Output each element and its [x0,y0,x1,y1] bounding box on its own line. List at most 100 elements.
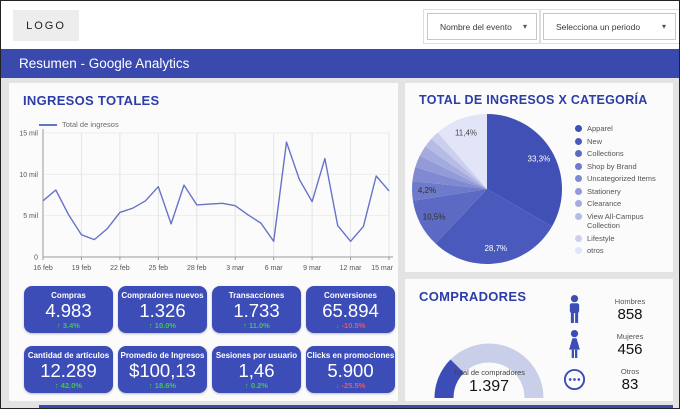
female-icon [568,330,580,358]
kpi-card-clicks-en-promociones: Clicks en promociones 5.900 ↓ -25.5% [306,346,395,393]
x-tick-label: 3 mar [226,265,245,272]
kpi-value: $100,13 [129,360,196,381]
buyer-label: Mujeres [616,331,644,341]
compradores-gauge [434,343,544,399]
kpi-delta: ↑ 42.0% [54,381,83,390]
pie-value-label: 28,7% [484,244,507,253]
chevron-down-icon: ▾ [522,22,527,31]
pie-slice-apparel [487,114,562,227]
kpi-delta: ↑ 3.4% [57,321,80,330]
period-select-value: Selecciona un periodo [556,21,641,32]
x-tick-label: 28 feb [187,265,207,272]
ellipsis-circle-icon [563,368,585,391]
pie-value-label: 33,3% [528,154,551,163]
pie-legend-item-shop-by-brand: Shop by Brand [575,162,671,171]
pie-legend-item-view-all-campus-collection: View All-Campus Collection [575,212,671,231]
top-bar: LOGO Nombre del evento ▾ Selecciona un p… [1,1,679,49]
gauge-value: 1.397 [468,378,510,395]
event-name-select[interactable]: Nombre del evento ▾ [423,9,541,44]
kpi-card-promedio-de-ingresos: Promedio de Ingresos $100,13 ↑ 18.6% [118,346,207,393]
chevron-down-icon: ▾ [661,22,666,31]
legend-swatch-icon [575,175,582,183]
gauge-fill [434,359,465,399]
kpi-value: 5.900 [327,360,374,381]
y-tick-label: 5 mil [23,213,38,220]
kpi-card-compradores-nuevos: Compradores nuevos 1.326 ↑ 10.0% [118,286,207,333]
kpi-delta: ↓ -10.5% [335,321,366,330]
buyer-value: 858 [617,305,643,323]
compradores-panel: COMPRADORES Total de compradores 1.397 H… [405,279,673,401]
pie-legend-item-uncategorized-items: Uncategorized Items [575,174,671,183]
pie-slice-collections [412,189,487,244]
x-tick-label: 12 mar [340,265,362,272]
legend-swatch-icon [575,150,582,158]
legend-label: Stationery [587,186,621,196]
line-legend-swatch [39,123,57,126]
buyer-label: Hombres [614,296,646,306]
legend-label: Apparel [587,124,613,133]
legend-swatch-icon [575,234,582,242]
pie-slice-stationery [415,155,487,189]
kpi-label: Compradores nuevos [121,291,204,300]
kpi-card-conversiones: Conversiones 65.894 ↓ -10.5% [306,286,395,333]
pie-slice-shop-by-brand [412,181,487,201]
pie-legend-item-apparel: Apparel [575,124,671,133]
kpi-value: 4.983 [45,300,92,321]
event-name-select-value: Nombre del evento [440,21,512,32]
x-tick-label: 16 feb [33,265,53,272]
buyer-label: Otros [620,366,640,376]
compradores-title: COMPRADORES [419,289,527,304]
legend-label: Shop by Brand [587,161,637,171]
pie-slice-view-all-campus-collection [425,138,487,189]
kpi-value: 65.894 [322,300,379,321]
pie-slice-lifestyle [431,132,487,189]
kpi-grid: Compras 4.983 ↑ 3.4% Compradores nuevos 1.32… [24,286,395,393]
legend-label: Uncategorized Items [587,174,656,184]
x-tick-label: 15 mar [371,265,393,272]
legend-label: View All-Campus Collection [587,211,644,231]
pie-legend-item-otros: otros [575,246,671,255]
buyers-list: Hombres 858 Mujeres 456 Otros 83 [553,292,665,397]
buyer-row-otros: Otros 83 [553,362,665,397]
pie-slice-clearance [419,146,487,189]
kpi-label: Compras [51,291,86,300]
kpi-label: Transacciones [228,291,285,300]
x-tick-label: 19 feb [72,265,92,272]
legend-swatch-icon [575,212,582,220]
legend-label: Clearance [587,199,622,209]
legend-label: New [587,136,603,146]
gauge-label: Total de compradores [452,368,526,377]
kpi-label: Clicks en promociones [306,351,395,360]
period-select[interactable]: Selecciona un periodo ▾ [539,9,679,44]
page-title-bar: Resumen - Google Analytics [1,49,679,78]
legend-label: Lifestyle [587,233,615,243]
x-tick-label: 6 mar [265,265,284,272]
pie-legend-item-stationery: Stationery [575,187,671,196]
kpi-card-cantidad-de-art-culos: Cantidad de artículos 12.289 ↑ 42.0% [24,346,113,393]
pie-legend: Apparel New Collections Shop by Brand Uncate… [575,124,671,256]
buyer-value: 83 [621,375,639,393]
kpi-value: 1,46 [238,360,275,381]
kpi-card-compras: Compras 4.983 ↑ 3.4% [24,286,113,333]
x-tick-label: 9 mar [303,265,322,272]
pie-value-label: 4,2% [418,186,436,195]
pie-slice-otros [437,114,487,189]
pie-slice-new [435,189,553,264]
y-tick-label: 15 mil [19,131,38,138]
next-section-edge [39,405,673,408]
kpi-delta: ↑ 0.2% [245,381,268,390]
kpi-delta: ↑ 18.6% [148,381,177,390]
male-icon [569,295,579,323]
categoria-title: TOTAL DE INGRESOS X CATEGORÍA [419,93,648,107]
ingresos-title: INGRESOS TOTALES [23,93,160,108]
kpi-value: 1.733 [233,300,280,321]
kpi-label: Cantidad de artículos [27,351,110,360]
logo: LOGO [13,10,79,41]
page-title: Resumen - Google Analytics [19,56,190,71]
kpi-label: Sesiones por usuario [215,351,298,360]
kpi-card-sesiones-por-usuario: Sesiones por usuario 1,46 ↑ 0.2% [212,346,301,393]
line-legend-label: Total de ingresos [62,120,119,129]
pie-legend-item-collections: Collections [575,149,671,158]
kpi-value: 1.326 [139,300,186,321]
